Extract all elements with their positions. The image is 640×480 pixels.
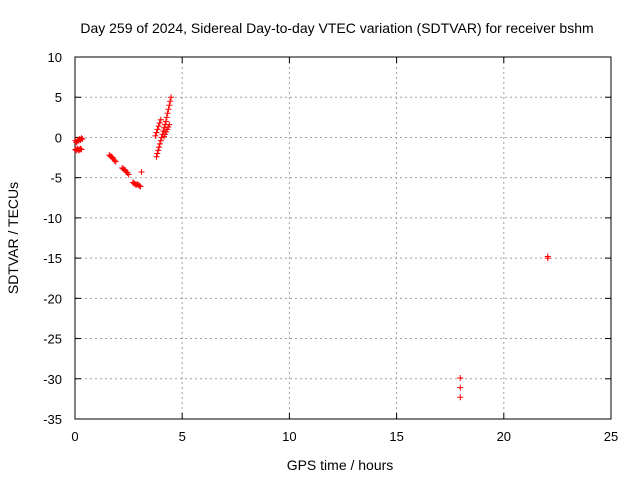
data-point (136, 182, 143, 189)
data-point (161, 124, 168, 131)
point-layer (72, 94, 551, 401)
plot-border (74, 56, 612, 420)
data-point (167, 98, 174, 105)
data-point (457, 374, 464, 381)
y-tick-label: -10 (43, 211, 62, 226)
data-point (154, 126, 161, 133)
x-tick-label: 10 (282, 429, 296, 444)
chart-title: Day 259 of 2024, Sidereal Day-to-day VTE… (80, 20, 593, 36)
data-point (79, 136, 86, 143)
x-tick-label: 20 (497, 429, 511, 444)
data-point (156, 144, 163, 151)
data-point (163, 114, 170, 121)
data-point (157, 137, 164, 144)
data-point (156, 119, 163, 126)
data-point (155, 123, 162, 130)
y-tick-label: -5 (50, 171, 62, 186)
data-point (457, 394, 464, 401)
y-tick-label: -30 (43, 372, 62, 387)
y-tick-label: -20 (43, 291, 62, 306)
data-point (154, 150, 161, 157)
grid-layer (75, 57, 611, 419)
data-point (166, 102, 173, 109)
data-point (168, 94, 175, 101)
y-tick-label: -35 (43, 412, 62, 427)
y-tick-label: 5 (55, 90, 62, 105)
data-point (160, 128, 167, 135)
data-point (153, 129, 160, 136)
x-tick-label: 25 (604, 429, 618, 444)
data-point (112, 158, 119, 165)
x-tick-label: 0 (71, 429, 78, 444)
data-point (78, 135, 85, 142)
data-point (457, 384, 464, 391)
y-tick-label: 10 (48, 50, 62, 65)
data-point (153, 153, 160, 160)
data-point (138, 169, 145, 176)
y-axis-label: SDTVAR / TECUs (5, 182, 21, 294)
x-tick-label: 5 (179, 429, 186, 444)
x-tick-label: 15 (389, 429, 403, 444)
tick-layer: 0 5 10 15 20 25 -35 -30 -25 -20 -15 -10 -5 0 5 10 (43, 50, 618, 444)
x-axis-label: GPS time / hours (287, 457, 394, 473)
data-point (155, 147, 162, 154)
y-tick-label: -25 (43, 332, 62, 347)
data-point (165, 106, 172, 113)
data-point (156, 140, 163, 147)
data-point (111, 157, 118, 164)
data-point (137, 183, 144, 190)
y-tick-label: -15 (43, 251, 62, 266)
data-point (125, 171, 132, 178)
data-point (164, 110, 171, 117)
data-point (157, 116, 164, 123)
data-point (77, 145, 84, 152)
data-point (152, 132, 159, 139)
data-point (544, 255, 551, 262)
data-point (162, 118, 169, 125)
y-tick-label: 0 (55, 130, 62, 145)
data-point (78, 146, 85, 153)
data-point (166, 121, 173, 128)
